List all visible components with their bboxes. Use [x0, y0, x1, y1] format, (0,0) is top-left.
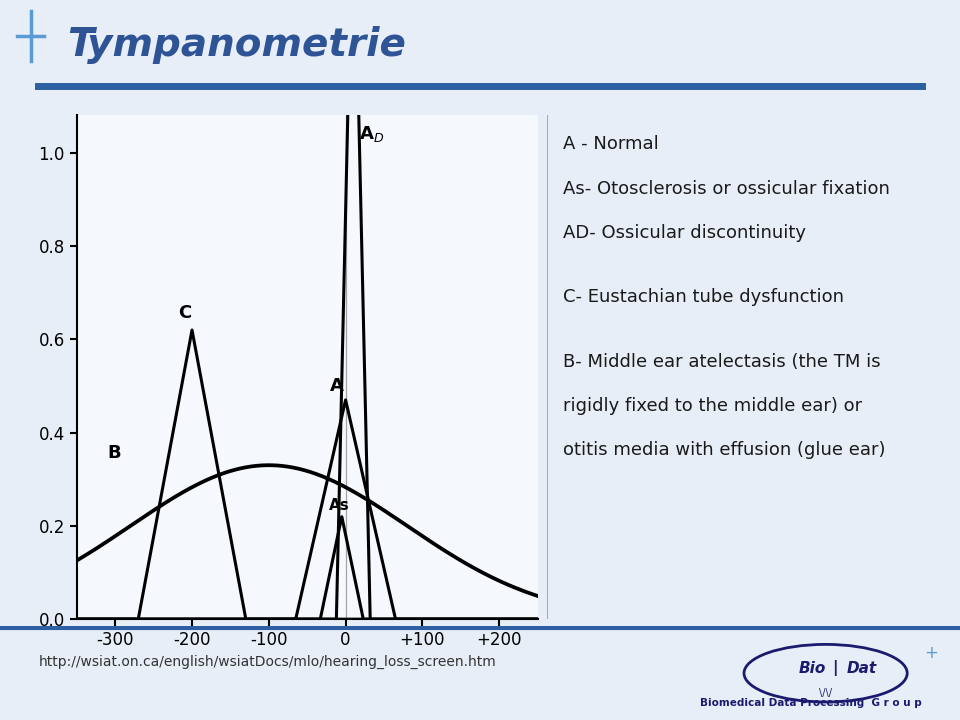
Text: otitis media with effusion (glue ear): otitis media with effusion (glue ear)	[563, 441, 885, 459]
Text: |: |	[832, 660, 838, 676]
Text: C: C	[179, 304, 191, 323]
Text: As: As	[328, 498, 349, 513]
Text: As- Otosclerosis or ossicular fixation: As- Otosclerosis or ossicular fixation	[563, 180, 890, 198]
Text: AD- Ossicular discontinuity: AD- Ossicular discontinuity	[563, 224, 806, 242]
Text: +: +	[924, 644, 938, 662]
Text: Biomedical Data Processing  G r o u p: Biomedical Data Processing G r o u p	[700, 698, 922, 708]
Text: Tympanometrie: Tympanometrie	[67, 26, 406, 64]
Text: B: B	[108, 444, 121, 462]
Text: \/\/: \/\/	[819, 688, 832, 698]
Text: C- Eustachian tube dysfunction: C- Eustachian tube dysfunction	[563, 289, 844, 307]
Text: rigidly fixed to the middle ear) or: rigidly fixed to the middle ear) or	[563, 397, 862, 415]
Text: A - Normal: A - Normal	[563, 135, 659, 153]
Text: A$_D$: A$_D$	[359, 124, 385, 143]
Text: A: A	[330, 377, 344, 395]
Text: B- Middle ear atelectasis (the TM is: B- Middle ear atelectasis (the TM is	[563, 353, 880, 371]
Text: Dat: Dat	[847, 661, 876, 675]
Text: http://wsiat.on.ca/english/wsiatDocs/mlo/hearing_loss_screen.htm: http://wsiat.on.ca/english/wsiatDocs/mlo…	[38, 655, 496, 669]
Text: Bio: Bio	[798, 661, 826, 675]
